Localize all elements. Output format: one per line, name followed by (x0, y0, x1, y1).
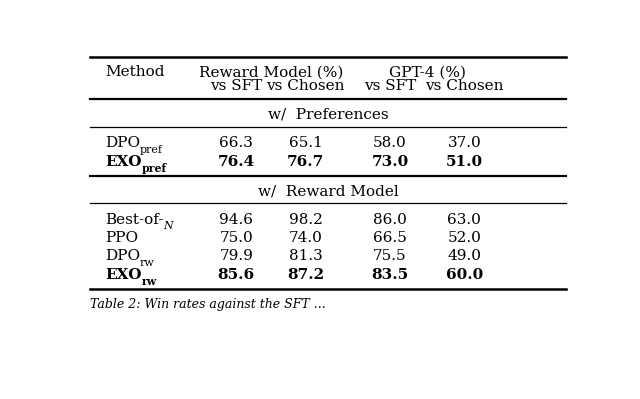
Text: 75.5: 75.5 (373, 249, 407, 263)
Text: 87.2: 87.2 (287, 268, 324, 282)
Text: rw: rw (140, 258, 155, 268)
Text: pref: pref (140, 145, 163, 155)
Text: vs SFT: vs SFT (210, 79, 262, 93)
Text: 60.0: 60.0 (446, 268, 483, 282)
Text: Reward Model (%): Reward Model (%) (199, 65, 343, 79)
Text: w/  Reward Model: w/ Reward Model (258, 184, 398, 198)
Text: 52.0: 52.0 (447, 231, 481, 245)
Text: 58.0: 58.0 (373, 136, 407, 150)
Text: 85.6: 85.6 (218, 268, 255, 282)
Text: 63.0: 63.0 (447, 213, 481, 227)
Text: 74.0: 74.0 (289, 231, 323, 245)
Text: w/  Preferences: w/ Preferences (268, 108, 388, 122)
Text: EXO: EXO (105, 268, 141, 282)
Text: rw: rw (141, 276, 157, 287)
Text: 83.5: 83.5 (371, 268, 408, 282)
Text: Method: Method (105, 65, 164, 79)
Text: 75.0: 75.0 (220, 231, 253, 245)
Text: 65.1: 65.1 (289, 136, 323, 150)
Text: 51.0: 51.0 (446, 155, 483, 169)
Text: 81.3: 81.3 (289, 249, 323, 263)
Text: N: N (163, 221, 173, 231)
Text: Best-of-: Best-of- (105, 213, 163, 227)
Text: 66.5: 66.5 (373, 231, 407, 245)
Text: 79.9: 79.9 (220, 249, 253, 263)
Text: Table 2: Win rates against the SFT ...: Table 2: Win rates against the SFT ... (90, 298, 326, 312)
Text: DPO: DPO (105, 136, 140, 150)
Text: vs Chosen: vs Chosen (425, 79, 504, 93)
Text: 94.6: 94.6 (220, 213, 253, 227)
Text: 76.7: 76.7 (287, 155, 324, 169)
Text: 66.3: 66.3 (220, 136, 253, 150)
Text: 73.0: 73.0 (371, 155, 408, 169)
Text: 37.0: 37.0 (447, 136, 481, 150)
Text: EXO: EXO (105, 155, 141, 169)
Text: DPO: DPO (105, 249, 140, 263)
Text: 98.2: 98.2 (289, 213, 323, 227)
Text: GPT-4 (%): GPT-4 (%) (388, 65, 466, 79)
Text: 76.4: 76.4 (218, 155, 255, 169)
Text: vs SFT: vs SFT (364, 79, 416, 93)
Text: 49.0: 49.0 (447, 249, 481, 263)
Text: pref: pref (141, 163, 166, 174)
Text: 86.0: 86.0 (373, 213, 407, 227)
Text: PPO: PPO (105, 231, 138, 245)
Text: vs Chosen: vs Chosen (266, 79, 345, 93)
